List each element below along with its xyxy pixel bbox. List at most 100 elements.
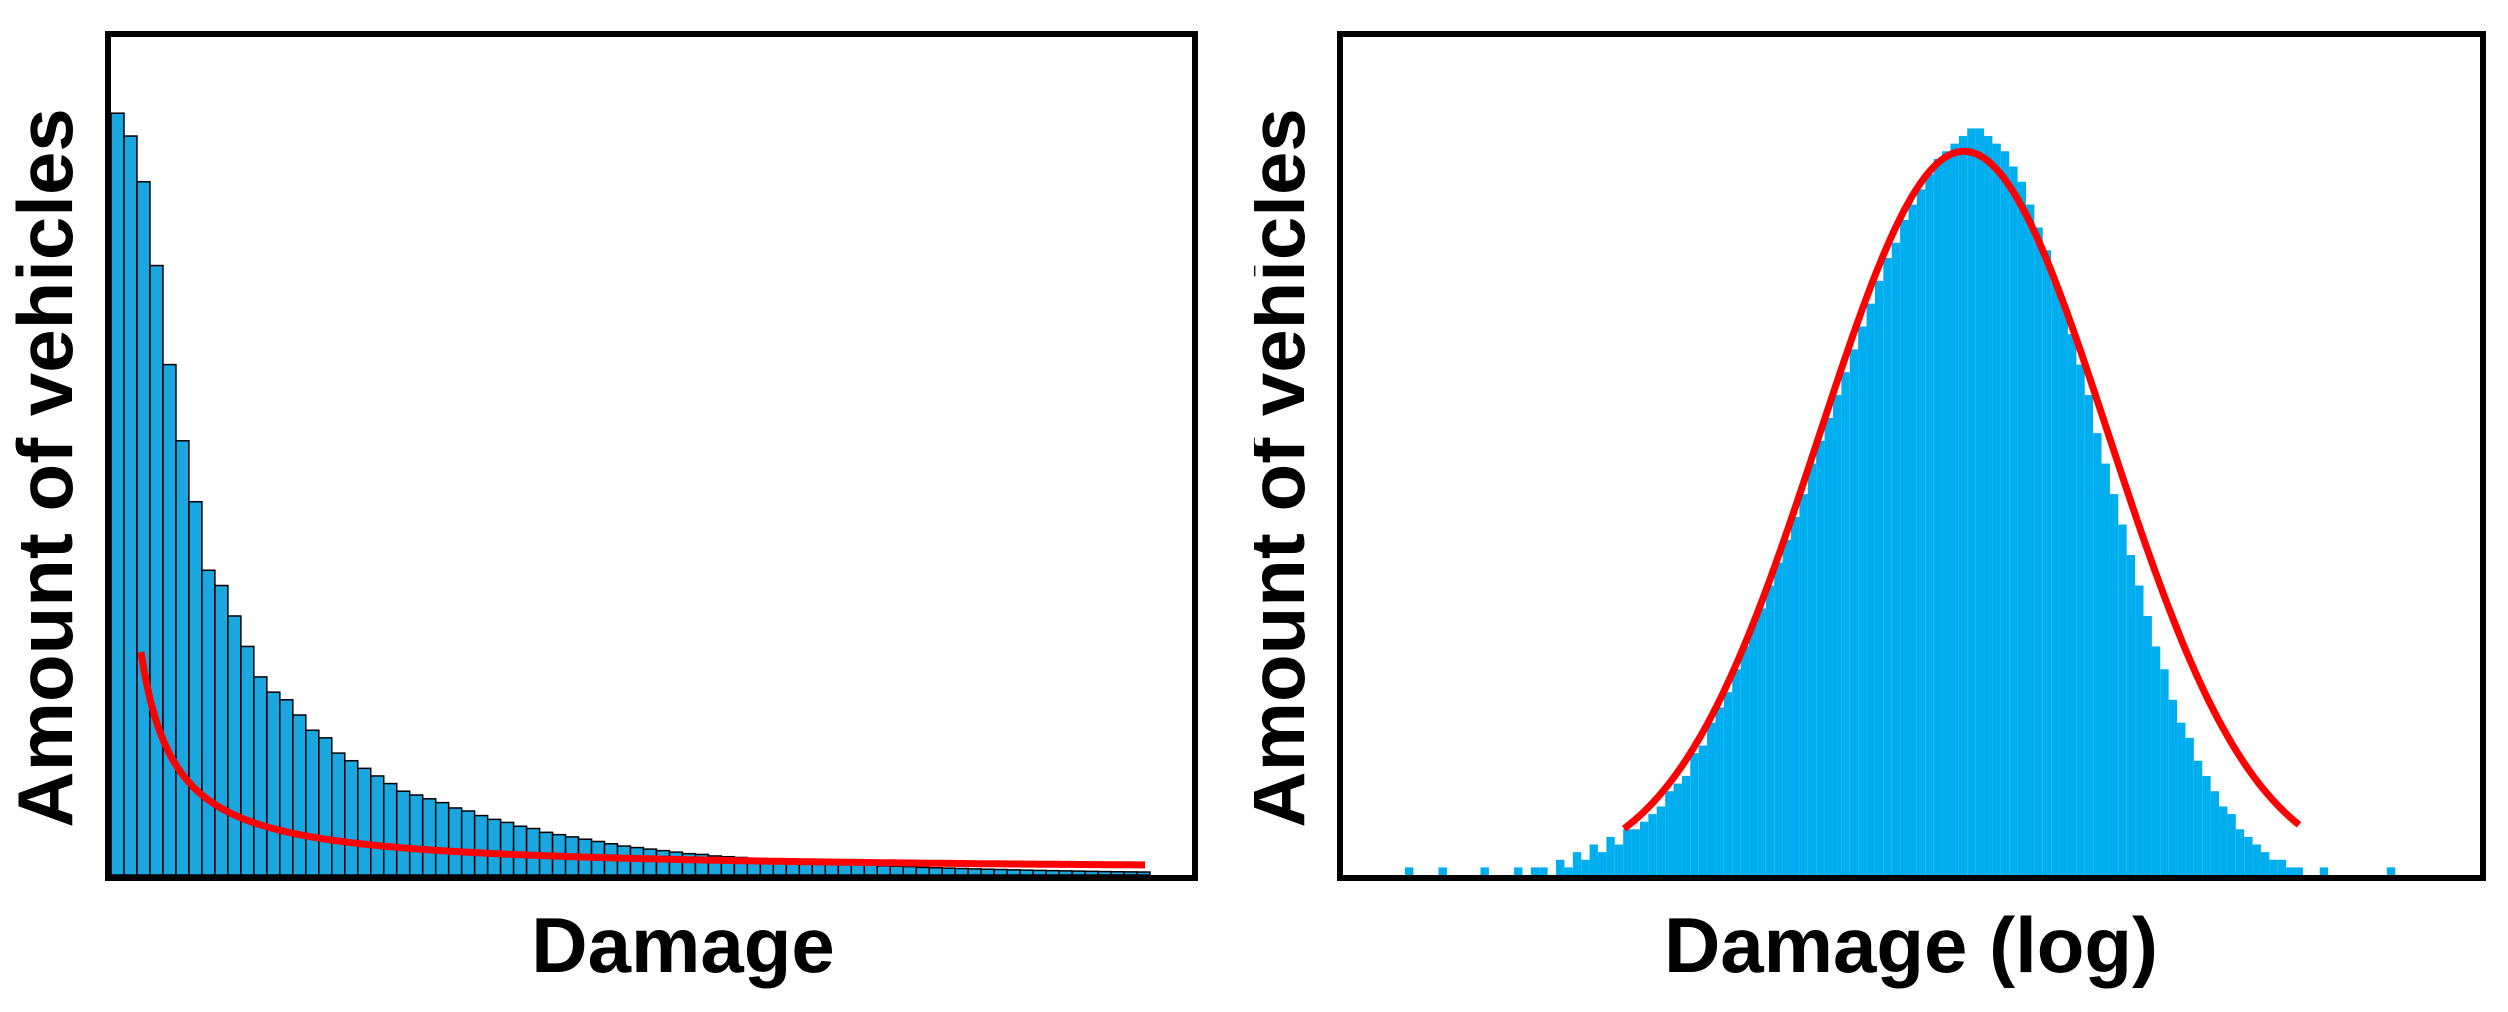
histogram-bar xyxy=(1665,791,1674,875)
histogram-chart-left: Damage Amount of vehicles xyxy=(1,31,1198,989)
histogram-bar xyxy=(1058,870,1073,876)
histogram-bar xyxy=(2386,867,2396,875)
fit-curve-left xyxy=(137,651,1145,869)
histogram-bar xyxy=(2277,859,2287,875)
histogram-bar xyxy=(447,807,463,876)
histogram-bar xyxy=(370,775,385,876)
histogram-bar xyxy=(421,798,437,876)
histogram-bar xyxy=(1110,870,1125,876)
histogram-bar xyxy=(2227,814,2236,875)
histogram-bar xyxy=(1614,844,1624,875)
histogram-bar xyxy=(1514,867,1523,875)
histogram-bar xyxy=(1723,692,1733,875)
histogram-bar xyxy=(344,759,359,876)
histogram-bar xyxy=(1749,623,1758,875)
histogram-bar xyxy=(2235,829,2245,875)
histogram-bar xyxy=(1032,869,1047,876)
histogram-bar xyxy=(408,794,424,876)
histogram-bar xyxy=(2101,463,2110,875)
histogram-bar xyxy=(668,851,684,876)
histogram-bar xyxy=(2009,166,2018,875)
histogram-bar xyxy=(1841,372,1850,875)
histogram-bar xyxy=(1740,646,1750,875)
histogram-bar xyxy=(1690,753,1699,875)
histogram-bar xyxy=(2177,722,2186,875)
histogram-bar xyxy=(175,440,190,876)
histogram-bar xyxy=(1084,870,1099,876)
histogram-bar xyxy=(123,135,138,876)
histogram-bar xyxy=(2168,699,2178,875)
histogram-bar xyxy=(2151,646,2161,875)
x-axis-label-left: Damage xyxy=(531,901,834,989)
histogram-bar xyxy=(473,814,489,876)
histogram-bar xyxy=(214,584,229,876)
histogram-bar xyxy=(1925,174,1934,876)
histogram-bar xyxy=(2051,280,2060,875)
histogram-bar xyxy=(915,866,930,876)
histogram-bar xyxy=(2160,669,2169,875)
histogram-bar xyxy=(1900,219,1909,875)
histogram-bar xyxy=(499,821,515,876)
histogram-bar xyxy=(110,112,125,876)
histogram-bar xyxy=(1958,136,1968,875)
histogram-bar xyxy=(201,569,216,876)
histogram-bar xyxy=(2093,433,2102,875)
histogram-bar xyxy=(1530,867,1540,875)
histogram-bar xyxy=(240,645,255,876)
histogram-bar xyxy=(1136,871,1151,876)
histogram-bar xyxy=(1438,867,1447,875)
histogram-bar xyxy=(1539,867,1548,875)
histogram-bar xyxy=(2067,334,2077,875)
histogram-bar xyxy=(1019,869,1034,876)
histogram-bar xyxy=(1950,143,1959,875)
histogram-bar xyxy=(1757,608,1766,875)
histogram-bar xyxy=(1648,814,1657,875)
histogram-bar xyxy=(2034,227,2043,876)
histogram-bar xyxy=(2000,151,2010,876)
histogram-bar xyxy=(941,867,956,876)
histogram-bar xyxy=(1572,852,1582,875)
histogram-bar xyxy=(980,868,995,876)
histogram-bar xyxy=(292,714,307,876)
histogram-bar xyxy=(149,264,164,876)
histogram-bar xyxy=(928,867,943,876)
histogram-bar xyxy=(1673,783,1682,875)
y-axis-label-right: Amount of vehicles xyxy=(1254,108,1321,827)
histogram-bar xyxy=(1071,870,1086,876)
histogram-bar xyxy=(2193,760,2203,875)
histogram-bar xyxy=(2025,204,2035,876)
histogram-bar xyxy=(512,825,528,876)
histogram-bar xyxy=(395,790,411,876)
histogram-bar xyxy=(1732,669,1741,875)
histogram-bar xyxy=(1639,821,1649,875)
histogram-bar xyxy=(2252,844,2261,875)
histogram-bar xyxy=(2135,585,2144,875)
histogram-bar xyxy=(2286,867,2295,875)
histogram-bar xyxy=(1883,257,1892,876)
histogram-bar xyxy=(331,752,346,876)
histogram-bar xyxy=(1774,562,1783,875)
histogram-bar xyxy=(1715,707,1724,875)
histogram-bar xyxy=(967,868,982,876)
histogram-bar xyxy=(1656,806,1666,875)
y-axis-label-left: Amount of vehicles xyxy=(1,108,89,827)
histogram-bar xyxy=(1631,829,1640,875)
histogram-bar xyxy=(1782,539,1792,875)
plot-frame-right xyxy=(1337,31,2486,881)
histogram-bar xyxy=(1975,128,1985,875)
histogram-bar xyxy=(1807,463,1817,875)
histogram-bar xyxy=(2118,524,2127,875)
histogram-bar xyxy=(1992,143,2001,875)
histogram-bar xyxy=(2294,867,2303,875)
chart-panel-left: Damage Amount of vehicles xyxy=(1,31,1198,989)
histogram-bar xyxy=(1916,189,1926,875)
histogram-bar xyxy=(434,801,450,876)
histogram-bar xyxy=(1681,775,1691,875)
histogram-bar xyxy=(2017,181,2026,875)
histogram-bar xyxy=(2185,737,2194,875)
histogram-bar xyxy=(837,863,853,876)
bars-group-right xyxy=(1404,128,2396,876)
histogram-bar xyxy=(1799,494,1808,875)
histogram-bar xyxy=(1123,871,1138,876)
histogram-bar xyxy=(1967,128,1976,875)
